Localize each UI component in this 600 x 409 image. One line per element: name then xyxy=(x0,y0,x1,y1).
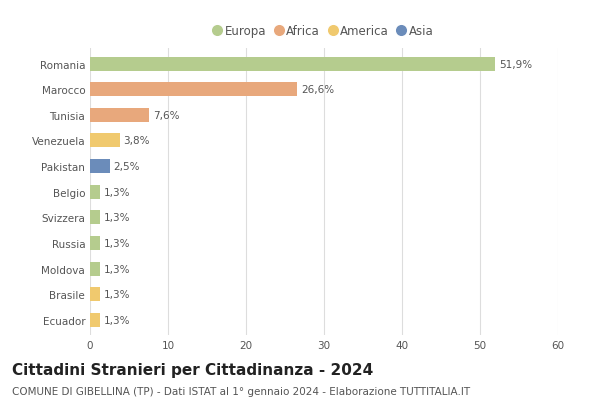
Text: 1,3%: 1,3% xyxy=(104,187,131,197)
Bar xyxy=(90,83,298,97)
Text: 1,3%: 1,3% xyxy=(104,290,131,299)
Text: 7,6%: 7,6% xyxy=(153,110,179,121)
Bar xyxy=(90,313,100,327)
Text: 3,8%: 3,8% xyxy=(124,136,150,146)
Text: 26,6%: 26,6% xyxy=(301,85,335,95)
Text: 1,3%: 1,3% xyxy=(104,238,131,248)
Bar xyxy=(90,288,100,301)
Text: 1,3%: 1,3% xyxy=(104,264,131,274)
Bar xyxy=(90,57,495,72)
Text: 1,3%: 1,3% xyxy=(104,213,131,223)
Bar xyxy=(90,185,100,199)
Bar xyxy=(90,236,100,250)
Legend: Europa, Africa, America, Asia: Europa, Africa, America, Asia xyxy=(209,20,439,43)
Text: 1,3%: 1,3% xyxy=(104,315,131,325)
Text: Cittadini Stranieri per Cittadinanza - 2024: Cittadini Stranieri per Cittadinanza - 2… xyxy=(12,362,373,377)
Bar xyxy=(90,211,100,225)
Bar xyxy=(90,262,100,276)
Bar xyxy=(90,108,149,123)
Bar xyxy=(90,134,119,148)
Bar xyxy=(90,160,110,174)
Text: 51,9%: 51,9% xyxy=(499,59,532,70)
Text: 2,5%: 2,5% xyxy=(113,162,140,172)
Text: COMUNE DI GIBELLINA (TP) - Dati ISTAT al 1° gennaio 2024 - Elaborazione TUTTITAL: COMUNE DI GIBELLINA (TP) - Dati ISTAT al… xyxy=(12,387,470,396)
